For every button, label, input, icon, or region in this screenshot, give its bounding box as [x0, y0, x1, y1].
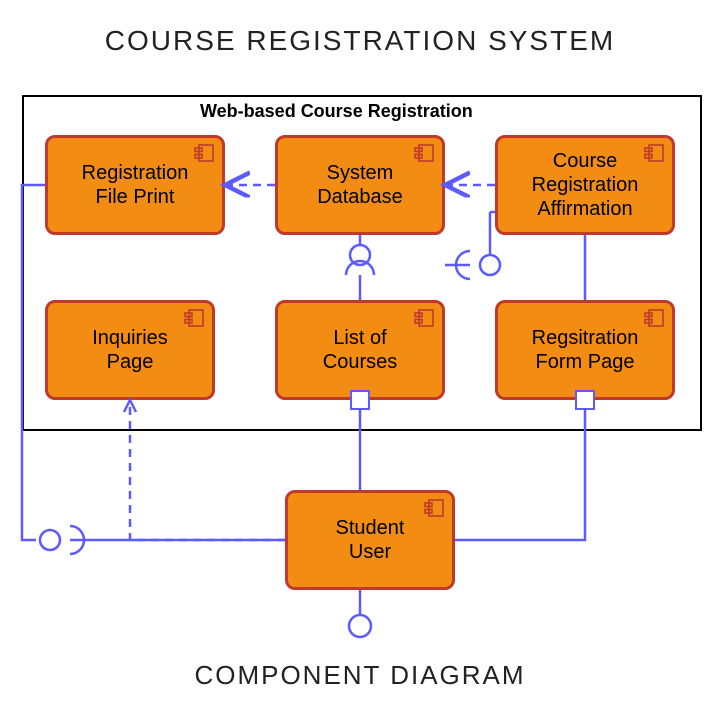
diagram-title: COURSE REGISTRATION SYSTEM	[0, 25, 720, 57]
component-student-user: StudentUser	[285, 490, 455, 590]
component-label: RegistrationFile Print	[82, 161, 189, 209]
component-icon	[184, 309, 204, 332]
component-icon	[414, 144, 434, 167]
component-label: CourseRegistrationAffirmation	[532, 149, 639, 221]
component-registration-file-print: RegistrationFile Print	[45, 135, 225, 235]
component-list-of-courses: List ofCourses	[275, 300, 445, 400]
component-course-affirmation: CourseRegistrationAffirmation	[495, 135, 675, 235]
component-label: StudentUser	[336, 516, 405, 564]
component-label: RegsitrationForm Page	[532, 326, 639, 374]
component-icon	[414, 309, 434, 332]
component-label: InquiriesPage	[92, 326, 168, 374]
component-icon	[644, 309, 664, 332]
component-label: SystemDatabase	[317, 161, 403, 209]
diagram-subtitle: COMPONENT DIAGRAM	[0, 660, 720, 691]
component-label: List ofCourses	[323, 326, 397, 374]
component-icon	[194, 144, 214, 167]
component-inquiries-page: InquiriesPage	[45, 300, 215, 400]
component-icon	[424, 499, 444, 522]
container-label: Web-based Course Registration	[200, 101, 473, 122]
component-registration-form-page: RegsitrationForm Page	[495, 300, 675, 400]
component-icon	[644, 144, 664, 167]
component-system-database: SystemDatabase	[275, 135, 445, 235]
